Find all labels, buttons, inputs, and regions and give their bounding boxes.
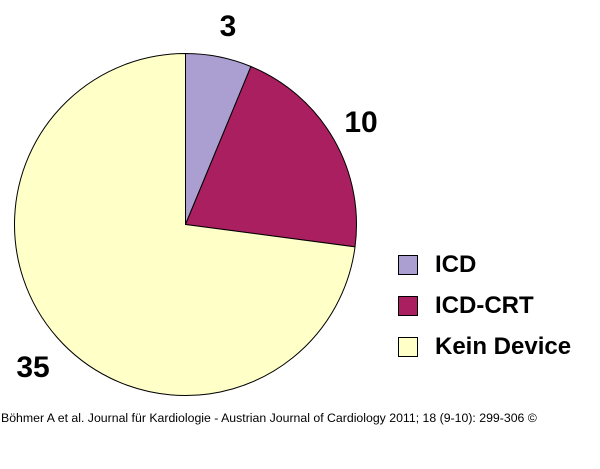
legend-item-icd-crt: ICD-CRT (398, 292, 571, 319)
legend-label-icd: ICD (435, 250, 477, 278)
pie-slice-icd-crt (184, 65, 357, 248)
legend-swatch-kein-device (398, 336, 418, 357)
chart-legend: ICD ICD-CRT Kein Device (398, 251, 571, 374)
legend-swatch-icd-crt (398, 295, 418, 316)
data-label-icd: 3 (220, 10, 237, 43)
legend-label-icd-crt: ICD-CRT (435, 291, 534, 319)
data-label-icd-crt: 10 (344, 106, 377, 139)
data-label-kein-device: 35 (16, 351, 49, 384)
figure-caption: Böhmer A et al. Journal für Kardiologie … (1, 411, 537, 425)
legend-swatch-icd (398, 254, 418, 275)
pie-slice-kein-device (14, 52, 356, 396)
legend-item-icd: ICD (398, 251, 571, 278)
legend-item-kein-device: Kein Device (398, 333, 571, 360)
legend-label-kein-device: Kein Device (435, 332, 572, 360)
